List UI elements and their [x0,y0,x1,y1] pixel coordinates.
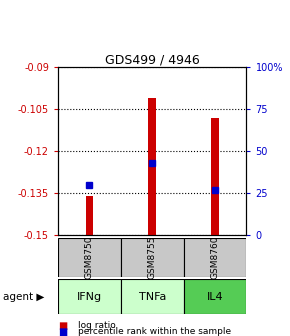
Bar [184,279,246,314]
Text: ■: ■ [58,321,67,331]
Bar [211,118,219,235]
Text: TNFa: TNFa [139,292,166,301]
Title: GDS499 / 4946: GDS499 / 4946 [105,53,200,66]
Text: log ratio: log ratio [78,322,116,330]
Text: GSM8760: GSM8760 [211,236,220,279]
Bar [184,238,246,277]
Text: GSM8750: GSM8750 [85,236,94,279]
Bar [121,238,184,277]
Text: IL4: IL4 [207,292,223,301]
Bar [148,98,156,235]
Text: ■: ■ [58,327,67,336]
Bar [121,279,184,314]
Bar [86,196,93,235]
Text: percentile rank within the sample: percentile rank within the sample [78,328,231,336]
Bar [58,238,121,277]
Bar [58,279,121,314]
Text: GSM8755: GSM8755 [148,236,157,279]
Text: IFNg: IFNg [77,292,102,301]
Text: agent ▶: agent ▶ [3,292,44,301]
